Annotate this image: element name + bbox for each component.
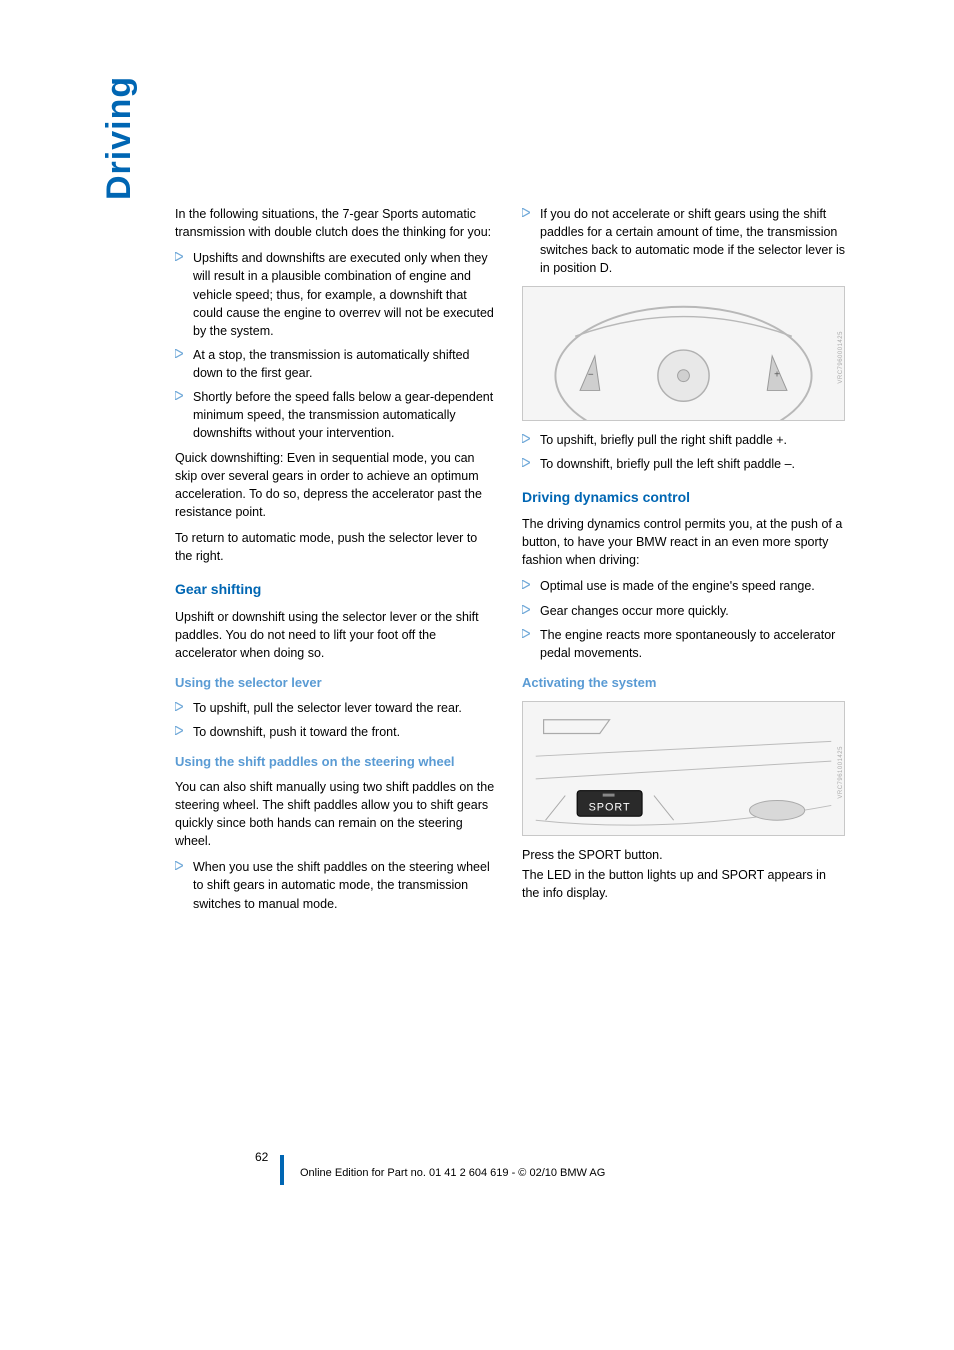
figure-code: VRC7960001425: [838, 331, 845, 384]
bullet-text: Shortly before the speed falls below a g…: [193, 388, 498, 442]
triangle-bullet-icon: [175, 702, 193, 711]
sport-label: SPORT: [589, 801, 631, 813]
figure-code: VRC7961001425: [838, 746, 845, 799]
bullet-text: Gear changes occur more quickly.: [540, 602, 845, 620]
list-item: Upshifts and downshifts are executed onl…: [175, 249, 498, 340]
svg-text:+: +: [774, 369, 780, 380]
triangle-bullet-icon: [522, 605, 540, 614]
list-item: The engine reacts more spontaneously to …: [522, 626, 845, 662]
heading-gear-shifting: Gear shifting: [175, 579, 498, 599]
intro-text: In the following situations, the 7-gear …: [175, 205, 498, 241]
quick-downshift-text: Quick downshifting: Even in sequential m…: [175, 449, 498, 522]
content-area: In the following situations, the 7-gear …: [175, 205, 845, 919]
bullet-text: The engine reacts more spontaneously to …: [540, 626, 845, 662]
triangle-bullet-icon: [522, 580, 540, 589]
heading-shift-paddles: Using the shift paddles on the steering …: [175, 753, 498, 772]
gear-shifting-text: Upshift or downshift using the selector …: [175, 608, 498, 662]
list-item: Shortly before the speed falls below a g…: [175, 388, 498, 442]
figure-sport-button: SPORT VRC7961001425: [522, 701, 845, 836]
bullet-text: Upshifts and downshifts are executed onl…: [193, 249, 498, 340]
list-item: To downshift, briefly pull the left shif…: [522, 455, 845, 473]
bullet-text: To downshift, briefly pull the left shif…: [540, 455, 845, 473]
triangle-bullet-icon: [175, 726, 193, 735]
heading-driving-dynamics: Driving dynamics control: [522, 487, 845, 507]
triangle-bullet-icon: [522, 208, 540, 217]
page-number: 62: [255, 1150, 268, 1164]
sport-led-text: The LED in the button lights up and SPOR…: [522, 866, 845, 902]
figure-steering-wheel: − + VRC7960001425: [522, 286, 845, 421]
shift-paddles-text: You can also shift manually using two sh…: [175, 778, 498, 851]
heading-activating: Activating the system: [522, 674, 845, 693]
triangle-bullet-icon: [175, 252, 193, 261]
left-column: In the following situations, the 7-gear …: [175, 205, 498, 919]
list-item: When you use the shift paddles on the st…: [175, 858, 498, 912]
triangle-bullet-icon: [522, 629, 540, 638]
triangle-bullet-icon: [175, 861, 193, 870]
list-item: To upshift, briefly pull the right shift…: [522, 431, 845, 449]
bullet-text: When you use the shift paddles on the st…: [193, 858, 498, 912]
list-item: Optimal use is made of the engine's spee…: [522, 577, 845, 595]
bullet-text: To upshift, pull the selector lever towa…: [193, 699, 498, 717]
bullet-text: To upshift, briefly pull the right shift…: [540, 431, 845, 449]
triangle-bullet-icon: [522, 434, 540, 443]
section-tab: Driving: [100, 76, 139, 200]
list-item: To downshift, push it toward the front.: [175, 723, 498, 741]
svg-text:−: −: [588, 369, 594, 380]
bullet-text: At a stop, the transmission is automatic…: [193, 346, 498, 382]
bullet-text: To downshift, push it toward the front.: [193, 723, 498, 741]
heading-selector-lever: Using the selector lever: [175, 674, 498, 693]
list-item: At a stop, the transmission is automatic…: [175, 346, 498, 382]
list-item: If you do not accelerate or shift gears …: [522, 205, 845, 278]
list-item: Gear changes occur more quickly.: [522, 602, 845, 620]
footer-text: Online Edition for Part no. 01 41 2 604 …: [280, 1155, 840, 1185]
triangle-bullet-icon: [522, 458, 540, 467]
driving-dynamics-text: The driving dynamics control permits you…: [522, 515, 845, 569]
list-item: To upshift, pull the selector lever towa…: [175, 699, 498, 717]
sport-press-text: Press the SPORT button.: [522, 846, 845, 864]
right-column: If you do not accelerate or shift gears …: [522, 205, 845, 919]
bullet-text: If you do not accelerate or shift gears …: [540, 205, 845, 278]
bullet-text: Optimal use is made of the engine's spee…: [540, 577, 845, 595]
return-auto-text: To return to automatic mode, push the se…: [175, 529, 498, 565]
triangle-bullet-icon: [175, 391, 193, 400]
triangle-bullet-icon: [175, 349, 193, 358]
